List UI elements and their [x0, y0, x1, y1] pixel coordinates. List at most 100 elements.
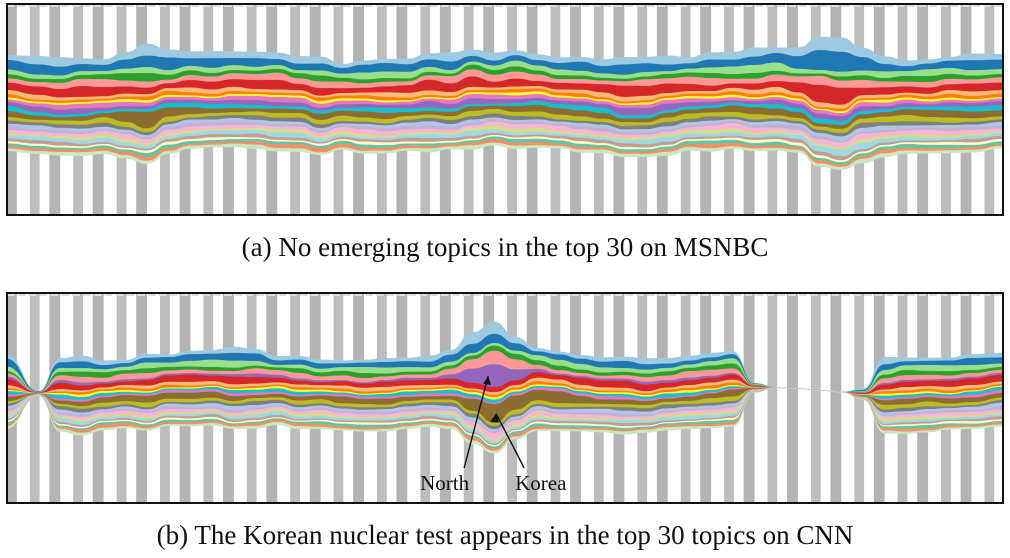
time-band	[810, 292, 821, 504]
annotation-arrow	[463, 375, 489, 469]
time-tick	[289, 293, 297, 296]
time-tick	[267, 4, 276, 7]
time-tick	[549, 4, 558, 7]
time-tick	[126, 4, 135, 7]
time-tick	[723, 293, 731, 296]
time-tick	[289, 4, 297, 7]
time-tick	[625, 4, 634, 7]
time-tick	[321, 293, 330, 296]
time-tick	[755, 293, 764, 296]
time-tick	[137, 4, 145, 7]
time-tick	[386, 4, 395, 7]
time-tick	[191, 4, 200, 7]
time-tick	[17, 293, 26, 296]
time-tick	[375, 4, 384, 7]
time-tick	[820, 293, 829, 296]
time-tick	[451, 293, 460, 296]
time-tick	[321, 4, 330, 7]
time-tick	[972, 4, 981, 7]
time-tick	[82, 4, 91, 7]
time-tick	[516, 293, 525, 296]
time-tick	[766, 4, 775, 7]
time-tick	[733, 4, 742, 7]
time-tick	[126, 293, 135, 296]
time-band	[787, 292, 798, 504]
time-tick	[809, 293, 818, 296]
time-tick	[256, 293, 265, 296]
time-tick	[983, 4, 992, 7]
time-tick	[864, 293, 872, 296]
time-tick	[950, 4, 959, 7]
time-tick	[853, 4, 861, 7]
annotation-north: North	[420, 471, 469, 495]
time-tick	[191, 293, 200, 296]
time-tick	[994, 293, 1002, 296]
time-tick	[365, 293, 373, 296]
time-tick	[462, 4, 471, 7]
time-tick	[679, 4, 688, 7]
time-tick	[506, 4, 514, 7]
time-tick	[234, 293, 243, 296]
time-tick	[495, 293, 503, 296]
time-tick	[365, 4, 373, 7]
time-tick	[918, 4, 926, 7]
time-tick	[397, 4, 406, 7]
annotation-korea: Korea	[515, 471, 567, 495]
time-tick	[202, 293, 211, 296]
time-tick	[571, 293, 579, 296]
time-tick	[647, 293, 655, 296]
stream-layers	[6, 36, 1004, 170]
time-tick	[115, 4, 124, 7]
time-tick	[213, 293, 221, 296]
time-tick	[234, 4, 243, 7]
annotation-arrowhead	[490, 413, 500, 423]
annotation-arrow	[495, 413, 525, 469]
time-tick	[798, 293, 807, 296]
time-tick	[961, 4, 970, 7]
time-tick	[939, 293, 948, 296]
time-tick	[430, 293, 438, 296]
time-tick	[104, 293, 113, 296]
time-tick	[777, 293, 785, 296]
time-tick	[332, 293, 341, 296]
time-tick	[256, 4, 265, 7]
time-tick	[354, 4, 362, 7]
time-tick	[408, 293, 417, 296]
time-tick	[354, 293, 362, 296]
time-band	[29, 292, 40, 504]
time-tick	[39, 293, 48, 296]
time-tick	[538, 293, 547, 296]
time-tick	[744, 4, 753, 7]
time-tick	[527, 293, 536, 296]
time-tick	[636, 4, 644, 7]
time-band	[767, 292, 778, 504]
time-tick	[918, 293, 926, 296]
time-tick	[440, 293, 449, 296]
time-tick	[343, 293, 352, 296]
time-tick	[50, 293, 59, 296]
time-tick	[169, 293, 178, 296]
time-tick	[809, 4, 818, 7]
time-tick	[690, 293, 699, 296]
time-tick	[581, 293, 590, 296]
time-tick	[473, 4, 482, 7]
time-tick	[440, 4, 449, 7]
time-tick	[484, 293, 493, 296]
time-tick	[961, 293, 970, 296]
time-tick	[473, 293, 482, 296]
time-tick	[430, 4, 438, 7]
time-tick	[148, 4, 156, 7]
time-tick	[267, 293, 276, 296]
time-tick	[885, 293, 894, 296]
time-tick	[224, 4, 232, 7]
time-tick	[180, 293, 189, 296]
time-tick	[224, 293, 232, 296]
time-tick	[516, 4, 525, 7]
time-band	[743, 292, 755, 504]
time-tick	[679, 293, 688, 296]
time-tick	[874, 293, 883, 296]
time-tick	[158, 293, 167, 296]
time-tick	[7, 4, 15, 7]
time-tick	[506, 293, 514, 296]
time-tick	[647, 4, 655, 7]
